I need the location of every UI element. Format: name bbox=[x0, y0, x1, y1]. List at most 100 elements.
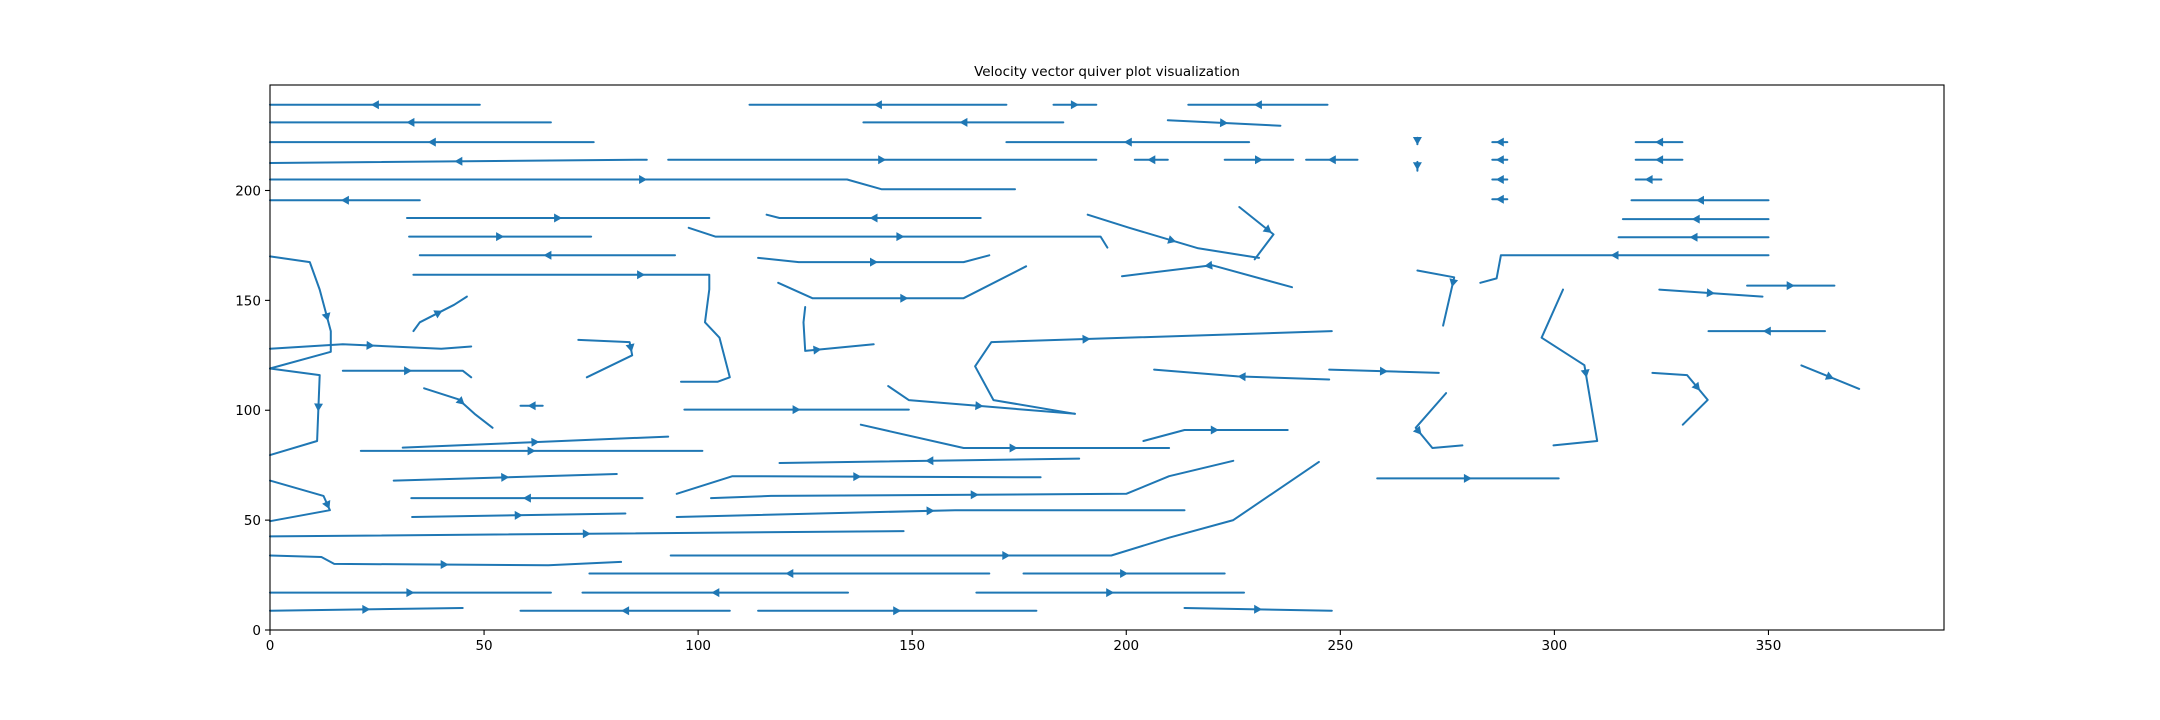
x-tick-label: 350 bbox=[1756, 638, 1782, 654]
streamline bbox=[1238, 206, 1275, 261]
streamline bbox=[269, 479, 331, 523]
arrow bbox=[366, 340, 375, 350]
arrow bbox=[501, 472, 510, 482]
streamline bbox=[859, 423, 1171, 449]
arrow bbox=[1219, 118, 1229, 128]
arrow bbox=[1762, 326, 1771, 336]
arrow bbox=[362, 604, 371, 614]
arrow bbox=[406, 588, 415, 598]
arrow bbox=[531, 437, 540, 447]
arrow bbox=[455, 396, 465, 405]
arrow bbox=[1262, 224, 1272, 233]
arrow bbox=[926, 506, 935, 516]
arrow bbox=[1412, 137, 1422, 145]
y-tick-label: 50 bbox=[244, 513, 261, 529]
streamline bbox=[675, 509, 1186, 518]
x-tick-label: 50 bbox=[475, 638, 492, 654]
arrow bbox=[959, 117, 968, 127]
streamline bbox=[974, 330, 1333, 415]
streamline bbox=[269, 255, 332, 370]
arrow bbox=[340, 195, 349, 205]
arrow bbox=[925, 456, 934, 466]
arrow bbox=[639, 175, 648, 184]
arrow bbox=[1327, 155, 1336, 165]
arrow bbox=[1655, 155, 1664, 165]
y-tick-label: 200 bbox=[235, 183, 261, 199]
arrow bbox=[1106, 588, 1115, 598]
x-tick-label: 100 bbox=[685, 638, 711, 654]
arrow bbox=[1120, 569, 1129, 578]
chart-title: Velocity vector quiver plot visualizatio… bbox=[974, 64, 1240, 80]
arrow bbox=[1167, 235, 1177, 244]
arrow bbox=[321, 312, 331, 322]
x-tick-label: 200 bbox=[1113, 638, 1139, 654]
y-tick-label: 150 bbox=[235, 293, 261, 309]
arrow bbox=[853, 472, 862, 482]
arrow bbox=[869, 213, 878, 223]
streamline bbox=[765, 213, 982, 219]
streamline bbox=[802, 306, 875, 352]
streamline bbox=[1414, 392, 1464, 449]
arrow bbox=[1147, 155, 1156, 165]
arrow bbox=[406, 117, 415, 127]
arrow bbox=[1691, 214, 1700, 224]
arrow bbox=[1696, 195, 1704, 205]
arrow bbox=[1009, 443, 1018, 453]
streamline bbox=[1086, 213, 1260, 259]
arrow bbox=[1123, 137, 1132, 147]
arrow bbox=[792, 405, 801, 415]
arrow bbox=[1495, 155, 1504, 165]
streamline bbox=[269, 178, 1016, 191]
arrow bbox=[1824, 371, 1834, 380]
arrow bbox=[527, 401, 536, 411]
streamline bbox=[669, 460, 1320, 557]
streamline bbox=[269, 343, 473, 350]
arrow bbox=[322, 500, 331, 510]
arrow bbox=[896, 232, 905, 242]
arrow bbox=[1495, 194, 1504, 204]
arrow bbox=[1691, 381, 1701, 391]
streamline bbox=[269, 554, 623, 567]
streamline bbox=[687, 226, 1109, 249]
x-tick-label: 0 bbox=[266, 638, 275, 654]
arrow bbox=[621, 606, 630, 616]
streamline bbox=[675, 475, 1042, 495]
x-tick-label: 150 bbox=[899, 638, 925, 654]
arrow bbox=[543, 250, 552, 260]
arrow bbox=[1495, 175, 1504, 184]
arrow bbox=[893, 606, 902, 616]
arrow bbox=[404, 366, 413, 376]
arrow bbox=[1580, 369, 1590, 378]
arrow bbox=[1786, 281, 1795, 291]
arrow bbox=[1379, 366, 1388, 376]
streamline bbox=[341, 369, 473, 379]
x-tick-label: 300 bbox=[1542, 638, 1568, 654]
arrow bbox=[1082, 334, 1091, 344]
streamline bbox=[577, 338, 634, 379]
streamline bbox=[412, 273, 731, 383]
arrow bbox=[582, 529, 591, 539]
y-tick-label: 0 bbox=[252, 623, 261, 639]
arrow bbox=[1463, 473, 1472, 483]
y-tick-label: 100 bbox=[235, 403, 261, 419]
arrow bbox=[975, 401, 984, 411]
streamline bbox=[777, 265, 1028, 300]
arrow bbox=[554, 213, 563, 223]
arrow bbox=[878, 155, 887, 165]
arrow bbox=[873, 100, 882, 110]
arrow bbox=[1210, 425, 1219, 435]
arrow bbox=[496, 232, 505, 242]
streamline bbox=[1416, 269, 1456, 327]
streamline bbox=[1651, 371, 1709, 426]
arrow bbox=[370, 100, 379, 110]
arrow bbox=[1237, 372, 1246, 382]
arrow bbox=[314, 403, 323, 412]
arrow bbox=[813, 345, 822, 355]
arrow bbox=[1070, 100, 1079, 110]
arrow bbox=[1495, 137, 1504, 147]
x-tick-label: 250 bbox=[1327, 638, 1353, 654]
arrow bbox=[1412, 162, 1422, 171]
arrow bbox=[1655, 137, 1664, 147]
arrow bbox=[785, 569, 794, 578]
